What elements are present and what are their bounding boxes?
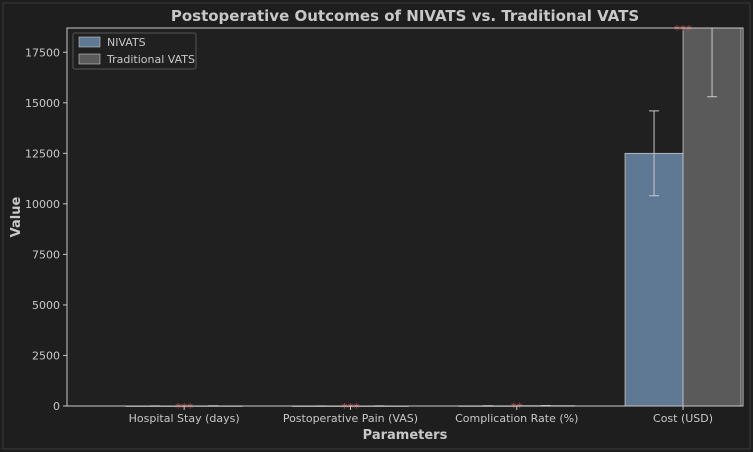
y-axis-label: Value [9,196,24,237]
legend-swatch-nivats [78,36,101,48]
legend-swatch-traditional-vats [78,53,101,65]
error-bar-nivats-cost-usd [649,110,660,197]
x-tick-label-complication-rate: Complication Rate (%) [455,412,578,425]
y-tick-label: 7500 [32,248,60,261]
legend-label-traditional-vats: Traditional VATS [106,53,195,66]
x-tick-label-postoperative-pain-vas: Postoperative Pain (VAS) [283,412,418,425]
legend-label-nivats: NIVATS [107,36,146,49]
legend: NIVATS Traditional VATS [72,32,197,70]
x-axis: Hospital Stay (days) Postoperative Pain (… [129,406,713,425]
significance-marker-cost-usd: *** [674,23,692,37]
y-tick-label: 0 [53,400,60,413]
x-axis-label: Parameters [363,428,448,443]
x-tick-label-hospital-stay-days: Hospital Stay (days) [129,412,240,425]
y-tick-label: 17500 [25,46,60,59]
y-tick-label: 15000 [25,97,60,110]
y-tick-label: 2500 [32,349,60,362]
y-tick-label: 12500 [25,147,60,160]
error-bar-traditional-vats-cost-usd [707,28,718,98]
y-tick-label: 10000 [25,198,60,211]
axes-frame [66,27,744,407]
chart-title: Postoperative Outcomes of NIVATS vs. Tra… [171,7,639,25]
y-axis: 0 2500 5000 7500 10000 12500 15000 17500 [25,46,67,413]
x-tick-label-cost-usd: Cost (USD) [653,412,713,425]
y-tick-label: 5000 [32,299,60,312]
legend-box [72,32,197,70]
